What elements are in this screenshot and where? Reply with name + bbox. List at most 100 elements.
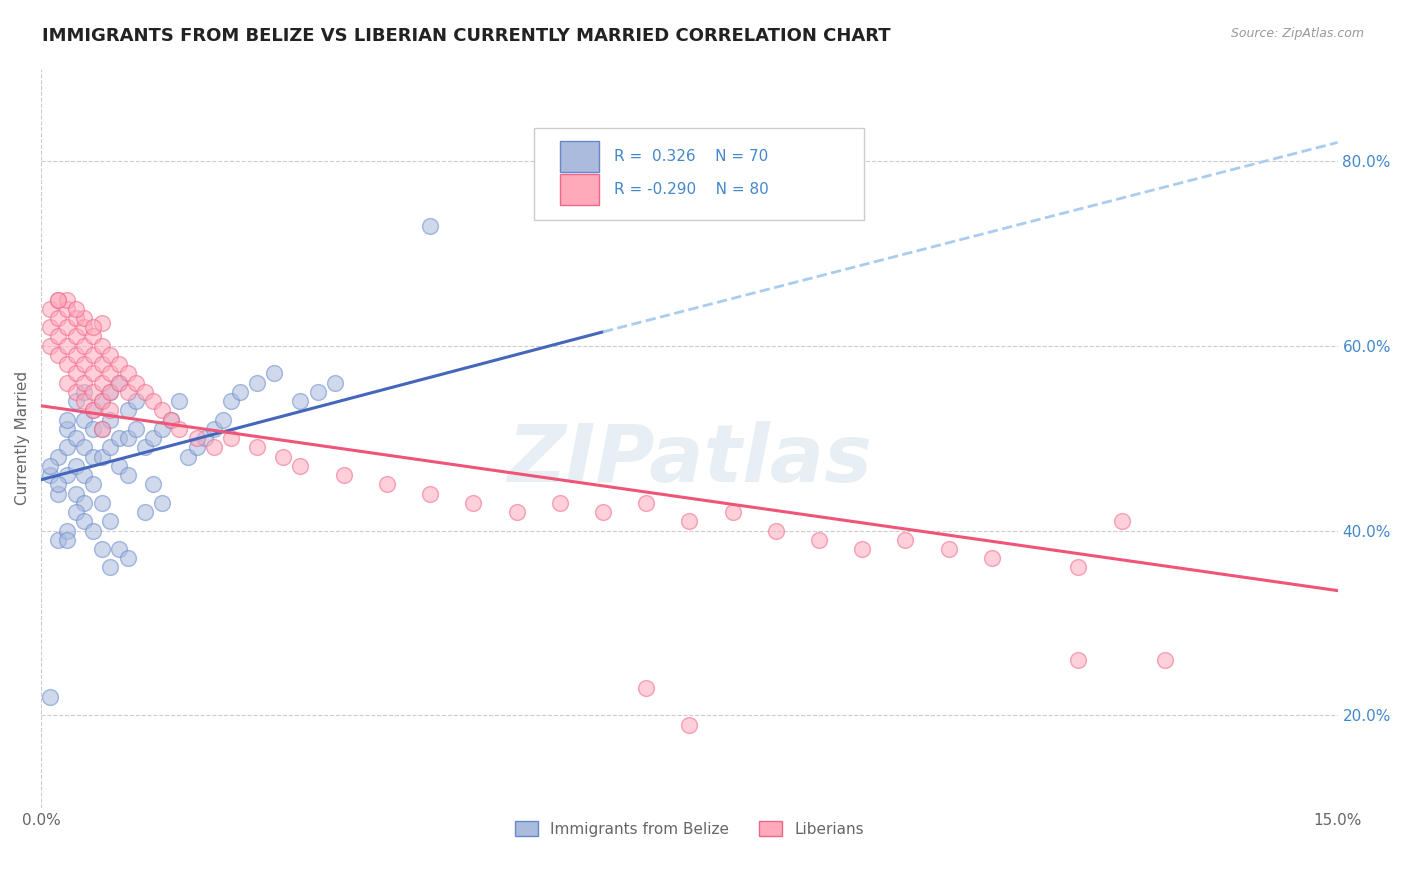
Point bbox=[65, 329, 87, 343]
Point bbox=[125, 376, 148, 390]
Point bbox=[56, 468, 79, 483]
Point bbox=[90, 316, 112, 330]
Point bbox=[194, 431, 217, 445]
Point bbox=[73, 311, 96, 326]
Point bbox=[150, 422, 173, 436]
Point bbox=[211, 412, 233, 426]
Point bbox=[98, 403, 121, 417]
Point bbox=[721, 505, 744, 519]
Point bbox=[48, 533, 70, 547]
Point bbox=[117, 468, 139, 483]
Point bbox=[38, 458, 60, 473]
Point bbox=[108, 376, 131, 390]
Point bbox=[169, 422, 191, 436]
Text: IMMIGRANTS FROM BELIZE VS LIBERIAN CURRENTLY MARRIED CORRELATION CHART: IMMIGRANTS FROM BELIZE VS LIBERIAN CURRE… bbox=[42, 27, 891, 45]
Point bbox=[73, 376, 96, 390]
Point bbox=[82, 403, 104, 417]
Point bbox=[65, 486, 87, 500]
Point bbox=[98, 384, 121, 399]
Point bbox=[56, 376, 79, 390]
Point bbox=[38, 320, 60, 334]
Point bbox=[142, 477, 165, 491]
Point bbox=[82, 524, 104, 538]
Point bbox=[98, 514, 121, 528]
Point bbox=[765, 524, 787, 538]
Point bbox=[117, 367, 139, 381]
Point bbox=[56, 524, 79, 538]
Point bbox=[48, 486, 70, 500]
Point bbox=[134, 441, 156, 455]
Point bbox=[980, 551, 1002, 566]
Point bbox=[117, 403, 139, 417]
Point bbox=[90, 422, 112, 436]
Point bbox=[73, 339, 96, 353]
Point bbox=[90, 394, 112, 409]
Point bbox=[108, 431, 131, 445]
Point bbox=[678, 514, 700, 528]
Point bbox=[290, 458, 312, 473]
Point bbox=[678, 717, 700, 731]
Point bbox=[73, 394, 96, 409]
Point bbox=[332, 468, 354, 483]
Point bbox=[202, 422, 225, 436]
Point bbox=[65, 505, 87, 519]
Point bbox=[56, 301, 79, 316]
Point bbox=[65, 367, 87, 381]
Point bbox=[323, 376, 346, 390]
Point bbox=[98, 367, 121, 381]
Point bbox=[505, 505, 527, 519]
Point bbox=[419, 486, 441, 500]
Point bbox=[169, 394, 191, 409]
Text: Source: ZipAtlas.com: Source: ZipAtlas.com bbox=[1230, 27, 1364, 40]
Point bbox=[290, 394, 312, 409]
Point bbox=[134, 505, 156, 519]
Point bbox=[48, 293, 70, 307]
Point bbox=[82, 348, 104, 362]
Point bbox=[108, 541, 131, 556]
Point bbox=[636, 496, 658, 510]
Point bbox=[98, 412, 121, 426]
Point bbox=[38, 468, 60, 483]
Point bbox=[98, 384, 121, 399]
Point bbox=[82, 320, 104, 334]
Text: R =  0.326    N = 70: R = 0.326 N = 70 bbox=[614, 149, 769, 164]
Point bbox=[229, 384, 252, 399]
Point bbox=[159, 412, 181, 426]
Point bbox=[90, 541, 112, 556]
Point bbox=[117, 551, 139, 566]
Point bbox=[73, 514, 96, 528]
Point bbox=[108, 458, 131, 473]
Point bbox=[48, 329, 70, 343]
Point bbox=[56, 533, 79, 547]
Point bbox=[938, 541, 960, 556]
Point bbox=[90, 496, 112, 510]
Point bbox=[246, 376, 269, 390]
Point bbox=[73, 357, 96, 371]
Point bbox=[186, 431, 208, 445]
Point bbox=[48, 450, 70, 464]
Point bbox=[108, 357, 131, 371]
Point bbox=[56, 357, 79, 371]
Point bbox=[56, 320, 79, 334]
Point bbox=[150, 403, 173, 417]
Bar bbox=[560, 141, 599, 172]
Point bbox=[202, 441, 225, 455]
Point bbox=[82, 477, 104, 491]
Point bbox=[90, 376, 112, 390]
Point bbox=[142, 394, 165, 409]
Point bbox=[90, 339, 112, 353]
Point bbox=[108, 376, 131, 390]
Point bbox=[98, 348, 121, 362]
Point bbox=[65, 348, 87, 362]
Point bbox=[463, 496, 485, 510]
Point bbox=[56, 293, 79, 307]
Bar bbox=[560, 174, 599, 205]
Point bbox=[65, 384, 87, 399]
Point bbox=[82, 329, 104, 343]
Point bbox=[73, 468, 96, 483]
Point bbox=[117, 384, 139, 399]
Point bbox=[56, 441, 79, 455]
Point bbox=[219, 431, 242, 445]
Point bbox=[150, 496, 173, 510]
Point bbox=[1067, 653, 1090, 667]
